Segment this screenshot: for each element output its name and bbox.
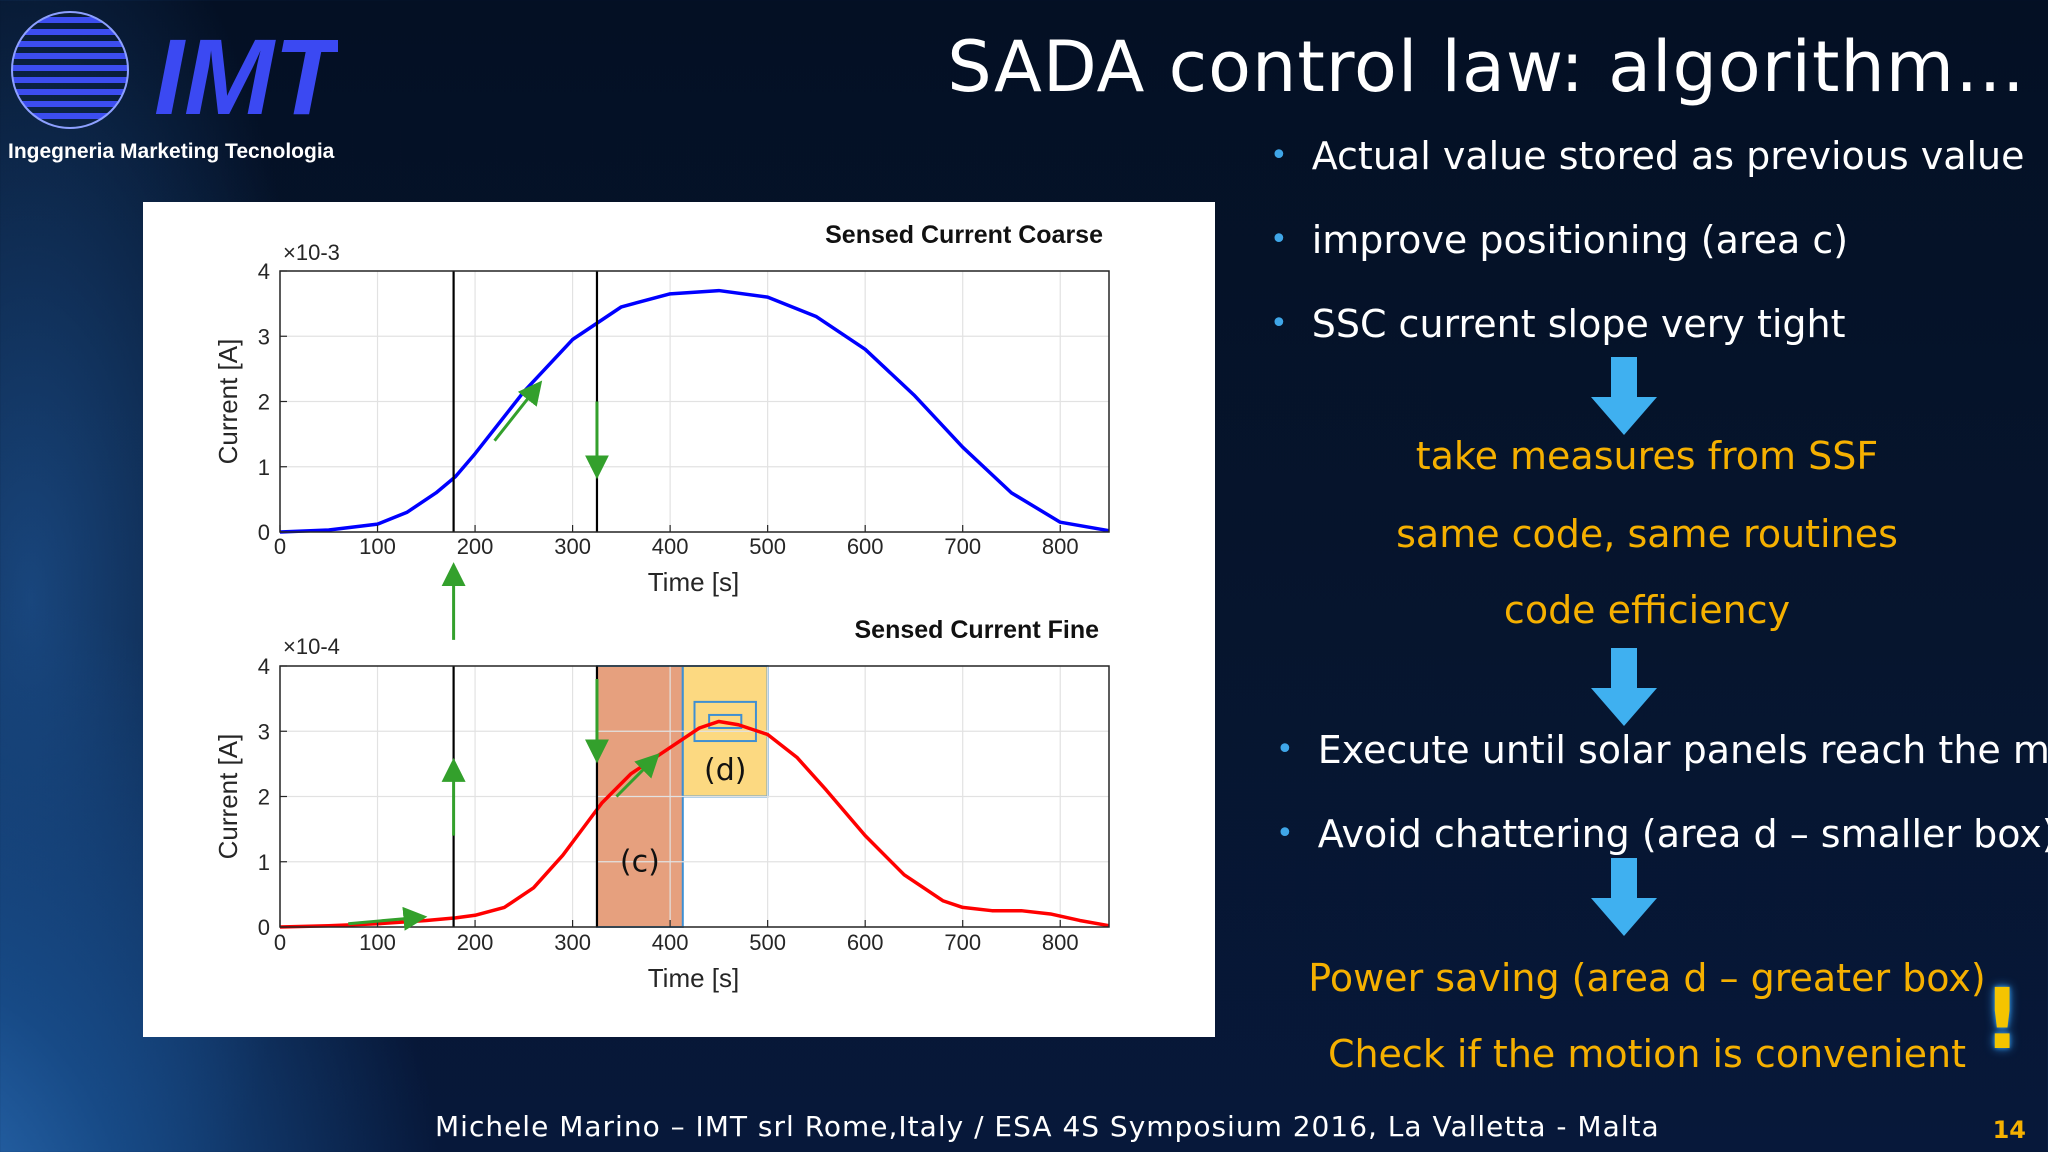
inner-box xyxy=(693,700,757,743)
x-tick-label: 800 xyxy=(1042,534,1079,559)
bullet-1: • Actual value stored as previous value xyxy=(1270,134,2025,178)
bullet-dot: • xyxy=(1276,816,1294,851)
chart-title: Sensed Current Coarse xyxy=(825,221,1103,249)
bullet-dot: • xyxy=(1270,222,1288,257)
bullet-2: • improve positioning (area c) xyxy=(1270,218,1849,262)
chart-1: 0 100 200 300 400 500 600 700 800 0 1 2 3 4 ×10-3 Sense… xyxy=(213,221,1110,597)
chart-2: 0 100 200 300 400 500 600 700 800 0 1 2 3 4 ×10-4 Sense… xyxy=(213,562,1110,993)
y-tick-label: 1 xyxy=(258,455,270,480)
y-exponent-label: ×10-4 xyxy=(283,634,340,659)
series-line xyxy=(279,719,1110,929)
x-tick-label: 500 xyxy=(749,930,786,955)
y-tick-label: 4 xyxy=(258,259,270,284)
down-arrow-icon xyxy=(1591,357,1657,435)
result-1-line-3: code efficiency xyxy=(1503,588,1791,632)
guide-arrow xyxy=(493,380,543,442)
footer-credit: Michele Marino – IMT srl Rome,Italy / ES… xyxy=(435,1110,1660,1143)
imt-logo: IMT xyxy=(11,11,338,137)
y-axis-label: Current [A] xyxy=(213,734,243,860)
page-number: 14 xyxy=(1992,1116,2026,1144)
series-line xyxy=(279,288,1110,534)
result-1-line-1: take measures from SSF xyxy=(1415,434,1879,478)
chart-title: Sensed Current Fine xyxy=(855,616,1100,644)
bullet-5: • Avoid chattering (area d – smaller box) xyxy=(1276,812,2048,856)
x-tick-label: 300 xyxy=(554,930,591,955)
x-axis-label: Time [s] xyxy=(648,963,739,993)
x-tick-label: 500 xyxy=(749,534,786,559)
logo-wordmark: IMT xyxy=(154,16,338,137)
inner-box xyxy=(708,713,743,729)
down-arrow-icon xyxy=(1591,648,1657,726)
bullet-dot: • xyxy=(1270,138,1288,173)
logo-globe-icon xyxy=(11,11,129,129)
x-tick-label: 800 xyxy=(1042,930,1079,955)
y-tick-label: 2 xyxy=(258,785,270,810)
x-tick-label: 700 xyxy=(944,930,981,955)
bullet-4: • Execute until solar panels reach the ma… xyxy=(1276,728,2048,772)
x-tick-label: 100 xyxy=(359,534,396,559)
y-axis-label: Current [A] xyxy=(213,339,243,465)
x-tick-label: 400 xyxy=(652,930,689,955)
y-tick-label: 1 xyxy=(258,850,270,875)
bullet-dot: • xyxy=(1270,306,1288,341)
y-tick-label: 3 xyxy=(258,324,270,349)
down-arrow-icon xyxy=(1591,858,1657,936)
x-tick-label: 600 xyxy=(847,534,884,559)
x-tick-label: 700 xyxy=(944,534,981,559)
x-axis-label: Time [s] xyxy=(648,567,739,597)
y-tick-label: 0 xyxy=(258,915,270,940)
y-exponent-label: ×10-3 xyxy=(283,240,340,265)
x-tick-label: 200 xyxy=(457,534,494,559)
x-tick-label: 200 xyxy=(457,930,494,955)
x-tick-label: 0 xyxy=(274,930,286,955)
bullet-3: • SSC current slope very tight xyxy=(1270,302,1846,346)
exclamation-mark: ! xyxy=(1983,970,2022,1068)
bullet-dot: • xyxy=(1276,732,1294,767)
result-1-line-2: same code, same routines xyxy=(1396,512,1898,556)
result-2-line-2: Check if the motion is convenient xyxy=(1327,1032,1967,1076)
area-label: (d) xyxy=(704,753,746,788)
guide-arrow xyxy=(615,753,660,798)
area-label: (c) xyxy=(620,845,660,880)
chart-panel: 0 100 200 300 400 500 600 700 800 0 1 2 3 4 ×10-3 Sense… xyxy=(143,202,1215,1037)
x-tick-label: 600 xyxy=(847,930,884,955)
logo-subtitle: Ingegneria Marketing Tecnologia xyxy=(8,140,335,163)
guide-arrow xyxy=(348,906,428,931)
charts-svg: 0 100 200 300 400 500 600 700 80001234×10-3Sense… xyxy=(213,221,1110,993)
x-tick-label: 300 xyxy=(554,534,591,559)
slide-title: SADA control law: algorithm… xyxy=(947,26,2026,108)
result-2-line-1: Power saving (area d – greater box) xyxy=(1308,956,1986,1000)
x-tick-label: 400 xyxy=(652,534,689,559)
x-tick-label: 0 xyxy=(274,534,286,559)
y-tick-label: 4 xyxy=(258,654,270,679)
y-tick-label: 3 xyxy=(258,719,270,744)
x-tick-label: 100 xyxy=(359,930,396,955)
y-tick-label: 0 xyxy=(258,520,270,545)
y-tick-label: 2 xyxy=(258,390,270,415)
